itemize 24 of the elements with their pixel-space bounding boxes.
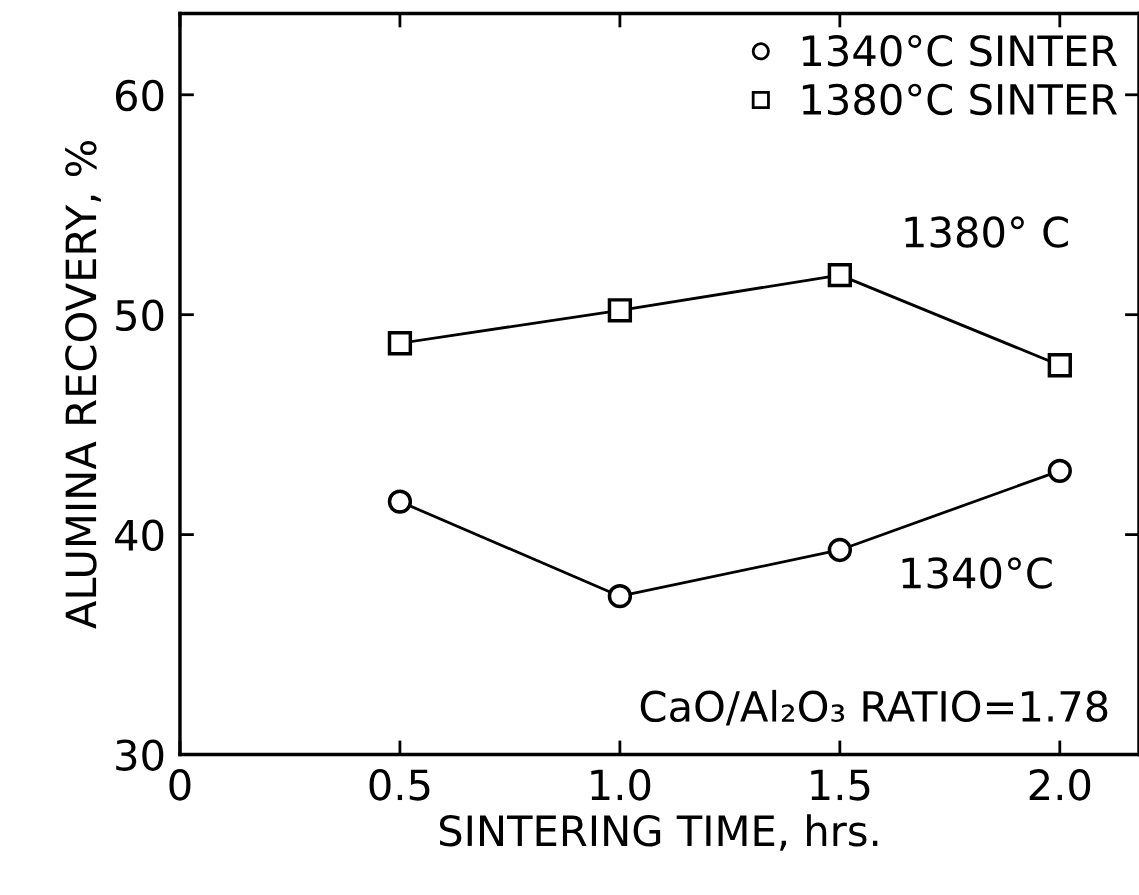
legend-label: 1340°C SINTER — [802, 34, 1117, 67]
point — [1047, 353, 1072, 378]
point — [1047, 458, 1072, 483]
y-axis-title: ALUMINA RECOVERY, % — [65, 141, 101, 629]
y-tick-label: 30 — [116, 739, 164, 771]
x-tick-label: 2.0 — [1029, 769, 1091, 801]
point — [827, 537, 853, 563]
x-tick-label: 1.0 — [591, 769, 651, 801]
point — [387, 331, 413, 356]
point — [607, 584, 633, 609]
y-tick-label: 40 — [115, 519, 164, 552]
point — [827, 262, 853, 288]
x-tick-label: 1.5 — [811, 769, 870, 801]
y-tick-label: 60 — [115, 79, 164, 112]
annotation: CaO/Al₂O₃ RATIO=1.78 — [640, 689, 1108, 726]
x-tick-label: 0.5 — [369, 769, 430, 801]
x-axis-title: SINTERING TIME, hrs. — [439, 814, 878, 851]
y-tick-label: 50 — [116, 299, 164, 332]
annotation: 1380° C — [905, 216, 1068, 248]
point — [607, 298, 633, 323]
annotation: 1340°C — [902, 557, 1052, 589]
legend-label: 1380°C SINTER — [802, 83, 1117, 116]
x-tick-label: 0 — [169, 769, 191, 801]
point — [387, 489, 413, 514]
